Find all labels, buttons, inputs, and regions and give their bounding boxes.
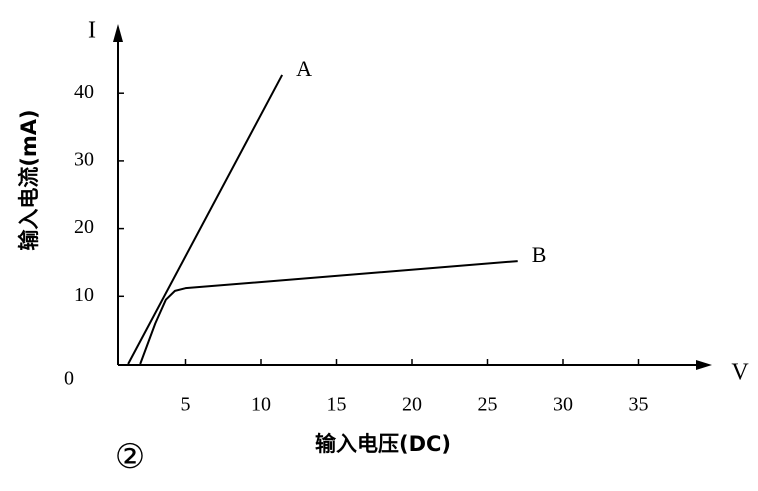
- x-axis-symbol: V: [731, 360, 749, 386]
- x-tick-label: 10: [251, 394, 271, 416]
- x-tick-label: 20: [402, 394, 422, 416]
- y-tick-label: 40: [74, 81, 94, 103]
- x-tick-label: 5: [181, 394, 191, 416]
- x-axis-arrow: [696, 360, 712, 370]
- y-tick-label: 30: [74, 148, 94, 170]
- y-tick-label: 0: [64, 368, 74, 390]
- series-label: B: [532, 242, 547, 267]
- x-tick-label: 30: [553, 394, 573, 416]
- figure-number: ②: [115, 439, 145, 476]
- x-tick-label: 25: [478, 394, 498, 416]
- y-axis-symbol: I: [88, 18, 96, 44]
- x-axis-label: 输入电压(DC): [315, 432, 451, 456]
- y-axis-arrow: [113, 24, 123, 42]
- y-tick-label: 20: [74, 216, 94, 238]
- y-axis-label: 输入电流(mA): [17, 109, 41, 250]
- series-line: [127, 74, 284, 365]
- y-tick-label: 10: [74, 284, 94, 306]
- x-tick-label: 35: [629, 394, 649, 416]
- series-label: A: [296, 56, 312, 81]
- x-tick-label: 15: [327, 394, 347, 416]
- series-line: [139, 260, 518, 365]
